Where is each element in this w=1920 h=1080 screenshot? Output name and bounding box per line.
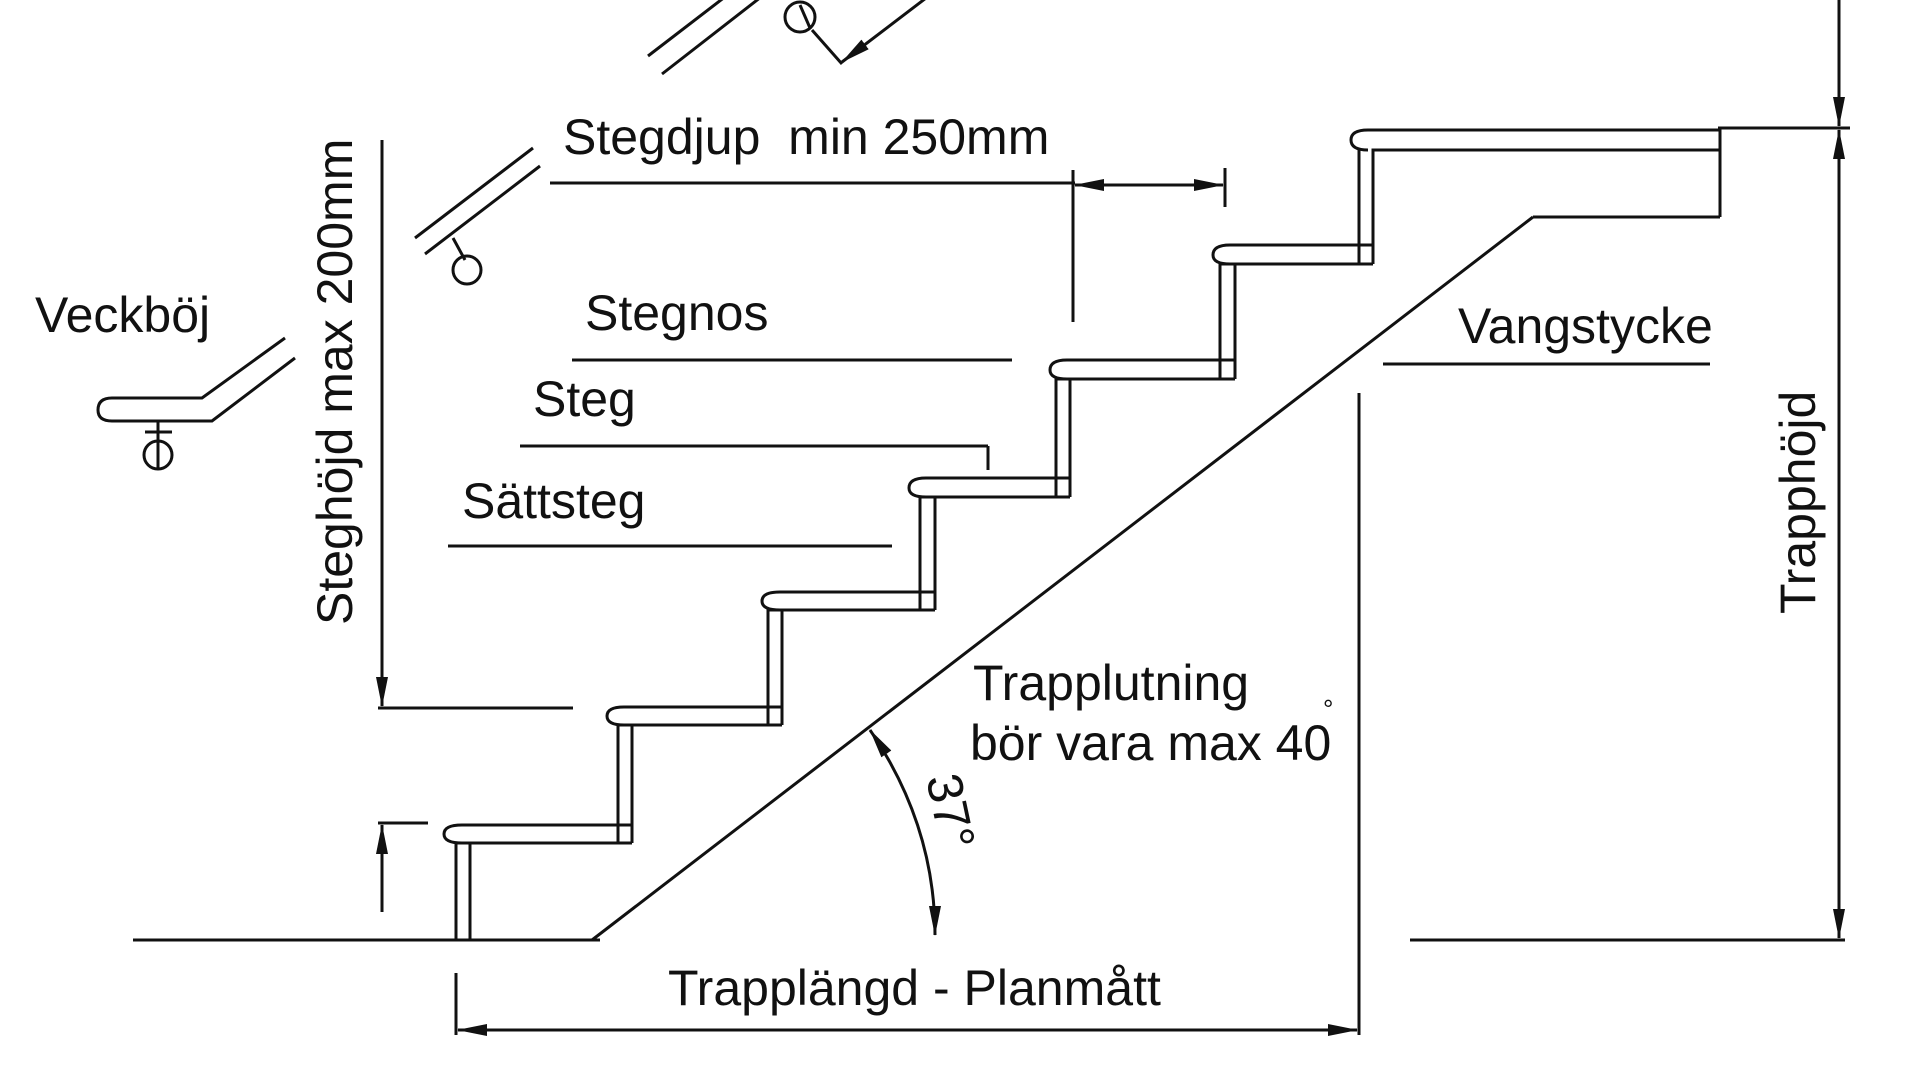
steg-label: Steg: [533, 371, 636, 427]
trapphojd-label: Trapphöjd: [1770, 391, 1826, 614]
trapplangd-label: Trapplängd - Planmått: [668, 960, 1161, 1016]
tread-2-nose: [605, 705, 784, 727]
trapplutning-label-line2: bör vara max 40: [970, 715, 1331, 771]
angle-label: 37°: [915, 769, 985, 855]
degree-symbol: °: [1323, 694, 1333, 724]
tread-4-nose: [907, 476, 1072, 499]
veckboj-handrail: [96, 336, 296, 471]
angle-arc: [868, 729, 941, 936]
trapplutning-label-line1: Trapplutning: [973, 655, 1249, 711]
step-4: [918, 495, 1070, 610]
step-3: [766, 608, 935, 725]
tread-1-nose: [442, 823, 634, 845]
step-top: [1357, 148, 1720, 264]
handrail-middle: [414, 146, 541, 286]
handrail-upper: [647, 0, 817, 76]
stair-profile: [442, 128, 1722, 940]
stringer-line: [591, 215, 1534, 942]
step-1: [454, 841, 632, 940]
vangstycke-label: Vangstycke: [1458, 298, 1713, 354]
top-landing: [1349, 128, 1722, 217]
step-2: [616, 723, 782, 843]
steghojd-label: Steghöjd max 200mm: [307, 139, 363, 625]
veckboj-label: Veckböj: [35, 287, 210, 343]
tread-6-nose: [1211, 243, 1375, 266]
tread-5-nose: [1048, 358, 1237, 381]
step-6: [1218, 262, 1373, 379]
sattsteg-label: Sättsteg: [462, 473, 645, 529]
tread-3-nose: [760, 590, 937, 612]
stegnos-label: Stegnos: [585, 285, 768, 341]
dim-upper-ext: [810, 29, 844, 65]
stegdjup-label: Stegdjup min 250mm: [563, 109, 1049, 165]
step-5: [1054, 377, 1235, 497]
dim-upper-diagonal: [841, 0, 926, 64]
